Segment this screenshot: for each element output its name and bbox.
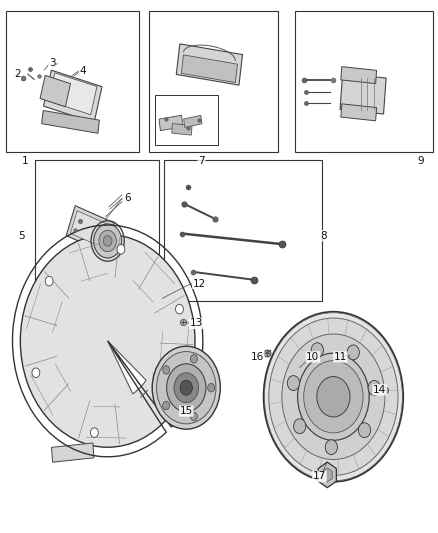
Text: 17: 17 [313, 472, 326, 481]
Polygon shape [341, 104, 377, 121]
Circle shape [176, 304, 184, 314]
Wedge shape [20, 235, 195, 447]
Polygon shape [340, 74, 386, 114]
Circle shape [180, 380, 192, 395]
Circle shape [32, 368, 40, 377]
Polygon shape [322, 468, 332, 482]
Bar [155, 95, 218, 146]
Bar [164, 160, 321, 301]
Text: 15: 15 [180, 406, 193, 416]
Text: 3: 3 [49, 59, 56, 68]
Circle shape [174, 373, 198, 402]
Polygon shape [181, 55, 237, 83]
Circle shape [368, 381, 380, 395]
Text: 4: 4 [79, 66, 86, 76]
Circle shape [287, 376, 300, 391]
Text: 11: 11 [334, 352, 347, 362]
Polygon shape [176, 44, 243, 85]
Bar [35, 160, 159, 301]
Circle shape [117, 245, 125, 254]
Circle shape [152, 346, 220, 429]
Circle shape [311, 343, 323, 358]
Polygon shape [49, 72, 97, 115]
Text: 12: 12 [193, 279, 206, 288]
Circle shape [264, 312, 403, 482]
Circle shape [45, 276, 53, 286]
Text: 7: 7 [198, 156, 205, 166]
Polygon shape [40, 75, 71, 107]
Bar [149, 11, 278, 152]
Circle shape [191, 412, 198, 421]
Circle shape [293, 419, 306, 434]
Text: 13: 13 [190, 318, 203, 328]
Polygon shape [318, 462, 336, 488]
Bar [295, 11, 433, 152]
Circle shape [325, 440, 337, 455]
Circle shape [162, 366, 170, 374]
Wedge shape [108, 341, 146, 394]
Polygon shape [52, 443, 94, 462]
Text: 2: 2 [14, 69, 21, 79]
Circle shape [269, 318, 398, 475]
Circle shape [282, 334, 385, 459]
Circle shape [358, 423, 371, 438]
Polygon shape [159, 115, 183, 131]
Polygon shape [172, 124, 192, 135]
Circle shape [317, 376, 350, 417]
Polygon shape [43, 70, 102, 123]
Circle shape [94, 224, 122, 258]
Text: 14: 14 [373, 385, 386, 395]
Bar [6, 11, 139, 152]
Polygon shape [66, 206, 114, 253]
Text: 5: 5 [18, 231, 25, 241]
Circle shape [191, 354, 198, 363]
Text: 9: 9 [417, 156, 424, 166]
Circle shape [347, 345, 359, 360]
Circle shape [304, 361, 363, 433]
Polygon shape [71, 211, 110, 248]
Polygon shape [42, 110, 99, 133]
Circle shape [103, 236, 112, 246]
Polygon shape [184, 115, 202, 127]
Circle shape [208, 383, 215, 392]
Circle shape [156, 352, 216, 424]
Polygon shape [341, 67, 377, 84]
Text: 1: 1 [21, 156, 28, 166]
Circle shape [297, 353, 369, 440]
Text: 8: 8 [321, 231, 327, 241]
Circle shape [99, 230, 117, 252]
Circle shape [166, 364, 206, 411]
Text: 16: 16 [251, 352, 264, 362]
Circle shape [162, 401, 170, 410]
Circle shape [91, 428, 98, 438]
Text: 6: 6 [124, 193, 131, 204]
Text: 10: 10 [306, 352, 319, 362]
